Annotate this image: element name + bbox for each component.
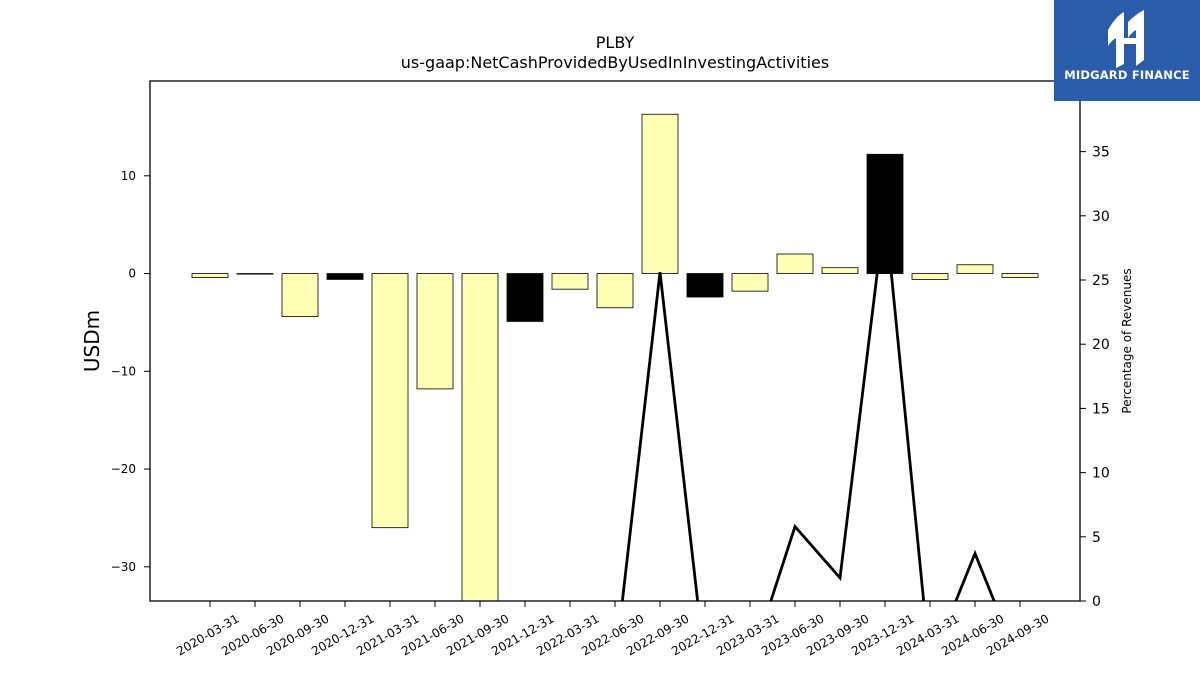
brand-logo: MIDGARD FINANCE (1054, 0, 1200, 101)
bar-2023-06-30 (776, 253, 814, 274)
left-tick-label--20: −20 (111, 462, 136, 476)
percentage-line (620, 209, 996, 601)
plot-frame (149, 80, 1081, 602)
bars-layer (191, 113, 1039, 602)
y2-axis-label: Percentage of Revenues (1120, 268, 1134, 413)
chart-title: PLBY (596, 33, 635, 52)
bar-2024-06-30 (956, 264, 994, 274)
bar-2020-12-31 (326, 273, 364, 280)
bar-2021-09-30 (461, 273, 499, 602)
bar-2024-03-31 (911, 273, 949, 280)
bar-2022-03-31 (551, 273, 589, 290)
x-axis: 2020-03-312020-06-302020-09-302020-12-31… (174, 601, 1052, 658)
bar-2023-03-31 (731, 273, 769, 292)
left-tick-label--30: −30 (111, 560, 136, 574)
bar-2024-09-30 (1001, 273, 1039, 278)
right-tick-label-15: 15 (1092, 401, 1110, 417)
right-tick-label-5: 5 (1092, 530, 1101, 546)
bar-2021-03-31 (371, 273, 409, 529)
bar-2022-09-30 (641, 113, 679, 274)
right-tick-label-0: 0 (1092, 594, 1101, 610)
bar-2022-12-31 (686, 273, 724, 298)
left-tick-label--10: −10 (111, 364, 136, 378)
right-tick-label-25: 25 (1092, 273, 1110, 289)
line-layer (620, 209, 996, 601)
bar-2021-12-31 (506, 273, 544, 322)
left-tick-label-0: 0 (128, 267, 136, 281)
bar-2023-09-30 (821, 267, 859, 274)
bar-2022-06-30 (596, 273, 634, 309)
chart-subtitle: us-gaap:NetCashProvidedByUsedInInvesting… (401, 53, 829, 72)
right-tick-label-35: 35 (1092, 145, 1110, 161)
left-axis: −30 −20 −10 0 10 (111, 169, 150, 574)
left-tick-label-10: 10 (121, 169, 136, 183)
right-tick-label-30: 30 (1092, 209, 1110, 225)
bar-2020-03-31 (191, 273, 229, 278)
bar-2020-09-30 (281, 273, 319, 317)
bar-2020-06-30 (236, 273, 274, 275)
logo-mark-icon (1108, 10, 1144, 68)
y-axis-label: USDm (80, 310, 104, 372)
right-tick-label-10: 10 (1092, 466, 1110, 482)
right-axis: 0510152025303540 (1080, 80, 1110, 610)
right-tick-label-20: 20 (1092, 337, 1110, 353)
logo-text: MIDGARD FINANCE (1064, 68, 1190, 82)
bar-2021-06-30 (416, 273, 454, 390)
